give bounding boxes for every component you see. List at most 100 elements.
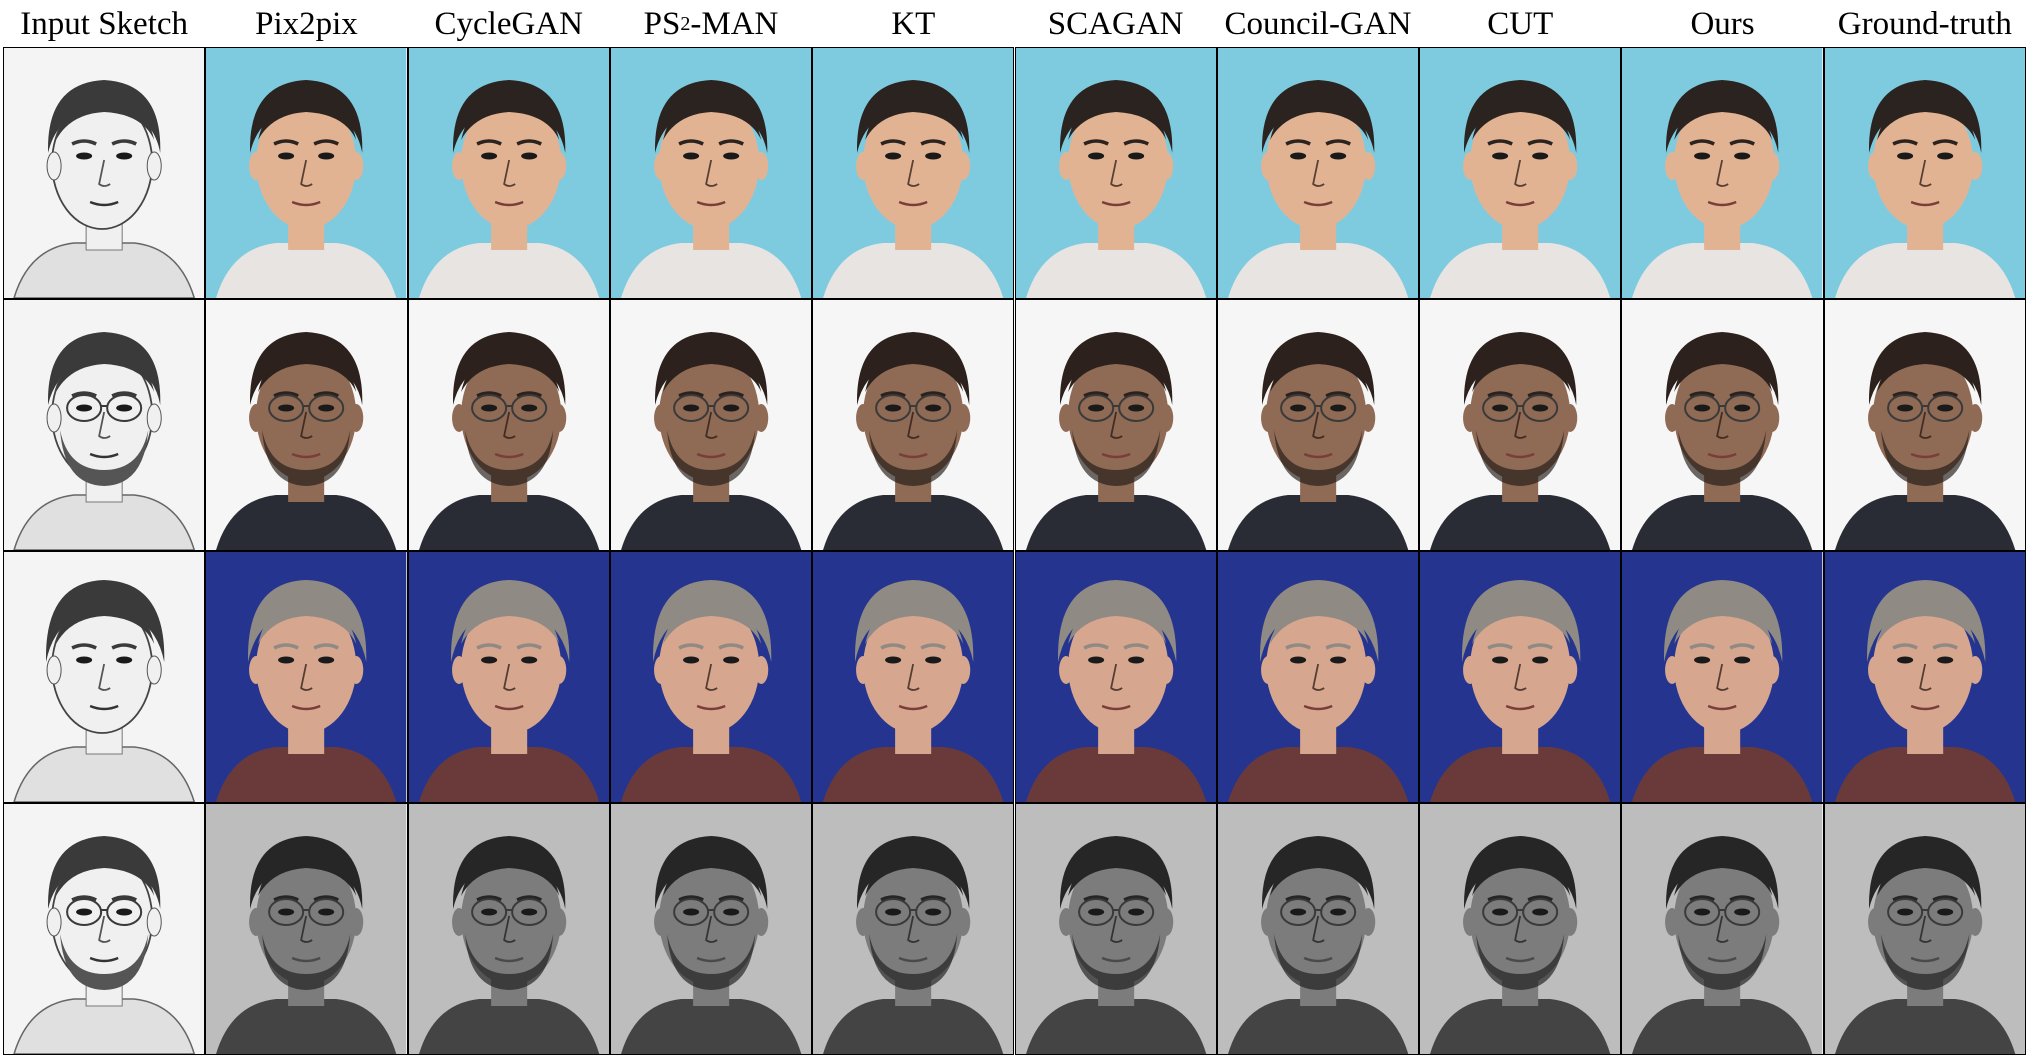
face-illustration <box>610 300 812 550</box>
face-image-man-glasses-full-beard-scagan <box>1014 803 1217 1055</box>
face-image-man-glasses-stubble-ps2man <box>609 299 813 551</box>
face-illustration <box>1217 804 1419 1054</box>
column-header-suffix: -MAN <box>690 6 779 42</box>
face-illustration <box>813 300 1014 550</box>
column-header-ps2man: PS2-MAN <box>610 2 812 46</box>
face-image-man-glasses-full-beard-kt <box>812 803 1015 1055</box>
face-illustration <box>610 552 812 802</box>
face-image-older-man-gray-hair-cyclegan <box>407 551 610 803</box>
column-header-label: PS <box>643 6 681 42</box>
face-image-older-man-gray-hair-gt <box>1823 551 2026 803</box>
face-image-young-man-short-hair-councilgan <box>1216 47 1420 299</box>
face-illustration <box>1420 552 1621 802</box>
face-image-young-man-short-hair-ours <box>1621 47 1824 299</box>
face-illustration <box>1015 300 1216 550</box>
column-header-cyclegan: CycleGAN <box>408 2 610 46</box>
column-header-label: CUT <box>1487 6 1554 42</box>
face-illustration <box>1622 48 1823 298</box>
column-header-superscript: 2 <box>680 13 691 35</box>
face-illustration <box>1015 804 1216 1054</box>
face-image-young-man-short-hair-cyclegan <box>407 47 610 299</box>
face-image-older-man-gray-hair-pix2pix <box>205 551 408 803</box>
column-header-label: SCAGAN <box>1047 6 1184 42</box>
face-illustration <box>1217 48 1419 298</box>
face-image-young-man-short-hair-ps2man <box>609 47 813 299</box>
column-header-cut: CUT <box>1419 2 1621 46</box>
column-header-label: Input Sketch <box>20 6 189 42</box>
face-illustration <box>1622 552 1823 802</box>
face-image-man-glasses-stubble-scagan <box>1014 299 1217 551</box>
face-image-man-glasses-full-beard-gt <box>1823 803 2026 1055</box>
face-image-older-man-gray-hair-scagan <box>1014 551 1217 803</box>
face-image-older-man-gray-hair-ours <box>1621 551 1824 803</box>
column-header-scagan: SCAGAN <box>1015 2 1217 46</box>
face-image-man-glasses-stubble-input <box>3 299 206 551</box>
face-image-older-man-gray-hair-cut <box>1419 551 1622 803</box>
column-header-kt: KT <box>812 2 1014 46</box>
face-image-older-man-gray-hair-ps2man <box>609 551 813 803</box>
column-header-input: Input Sketch <box>3 2 205 46</box>
face-image-man-glasses-full-beard-ours <box>1621 803 1824 1055</box>
face-image-young-man-short-hair-pix2pix <box>205 47 408 299</box>
face-image-man-glasses-stubble-councilgan <box>1216 299 1420 551</box>
face-image-man-glasses-stubble-ours <box>1621 299 1824 551</box>
face-illustration <box>408 300 609 550</box>
column-header-gt: Ground-truth <box>1824 2 2026 46</box>
face-illustration <box>206 300 407 550</box>
face-image-older-man-gray-hair-input <box>3 551 206 803</box>
column-header-label: Ours <box>1690 6 1755 42</box>
column-header-pix2pix: Pix2pix <box>205 2 407 46</box>
face-illustration <box>1420 48 1621 298</box>
face-image-man-glasses-stubble-gt <box>1823 299 2026 551</box>
face-illustration <box>4 552 205 802</box>
face-illustration <box>206 48 407 298</box>
face-illustration <box>1622 804 1823 1054</box>
face-illustration <box>206 804 407 1054</box>
face-illustration <box>408 552 609 802</box>
face-illustration <box>813 552 1014 802</box>
face-image-man-glasses-full-beard-cut <box>1419 803 1622 1055</box>
column-header-label: CycleGAN <box>434 6 583 42</box>
column-header-label: KT <box>891 6 936 42</box>
face-illustration <box>1420 300 1621 550</box>
face-image-man-glasses-stubble-cut <box>1419 299 1622 551</box>
column-header-label: Ground-truth <box>1837 6 2012 42</box>
face-illustration <box>1824 300 2025 550</box>
face-image-man-glasses-full-beard-pix2pix <box>205 803 408 1055</box>
face-image-man-glasses-full-beard-input <box>3 803 206 1055</box>
face-image-older-man-gray-hair-kt <box>812 551 1015 803</box>
face-image-young-man-short-hair-scagan <box>1014 47 1217 299</box>
image-grid <box>3 47 2026 1055</box>
face-illustration <box>4 48 205 298</box>
face-illustration <box>1217 552 1419 802</box>
face-illustration <box>1824 48 2025 298</box>
face-illustration <box>1824 804 2025 1054</box>
face-illustration <box>813 48 1014 298</box>
face-illustration <box>206 552 407 802</box>
face-illustration <box>4 804 205 1054</box>
face-illustration <box>1622 300 1823 550</box>
column-header-label: Pix2pix <box>255 6 358 42</box>
column-header-label: Council-GAN <box>1224 6 1412 42</box>
face-image-young-man-short-hair-gt <box>1823 47 2026 299</box>
face-image-man-glasses-full-beard-ps2man <box>609 803 813 1055</box>
face-illustration <box>1824 552 2025 802</box>
face-image-man-glasses-stubble-kt <box>812 299 1015 551</box>
face-image-man-glasses-stubble-pix2pix <box>205 299 408 551</box>
face-image-older-man-gray-hair-councilgan <box>1216 551 1420 803</box>
column-header-ours: Ours <box>1621 2 1823 46</box>
face-illustration <box>813 804 1014 1054</box>
face-image-man-glasses-stubble-cyclegan <box>407 299 610 551</box>
column-header-councilgan: Council-GAN <box>1217 2 1419 46</box>
face-image-man-glasses-full-beard-cyclegan <box>407 803 610 1055</box>
face-image-young-man-short-hair-kt <box>812 47 1015 299</box>
face-illustration <box>610 48 812 298</box>
face-illustration <box>610 804 812 1054</box>
face-illustration <box>1015 552 1216 802</box>
face-image-young-man-short-hair-input <box>3 47 206 299</box>
face-illustration <box>408 48 609 298</box>
face-illustration <box>1420 804 1621 1054</box>
face-illustration <box>4 300 205 550</box>
face-illustration <box>1015 48 1216 298</box>
